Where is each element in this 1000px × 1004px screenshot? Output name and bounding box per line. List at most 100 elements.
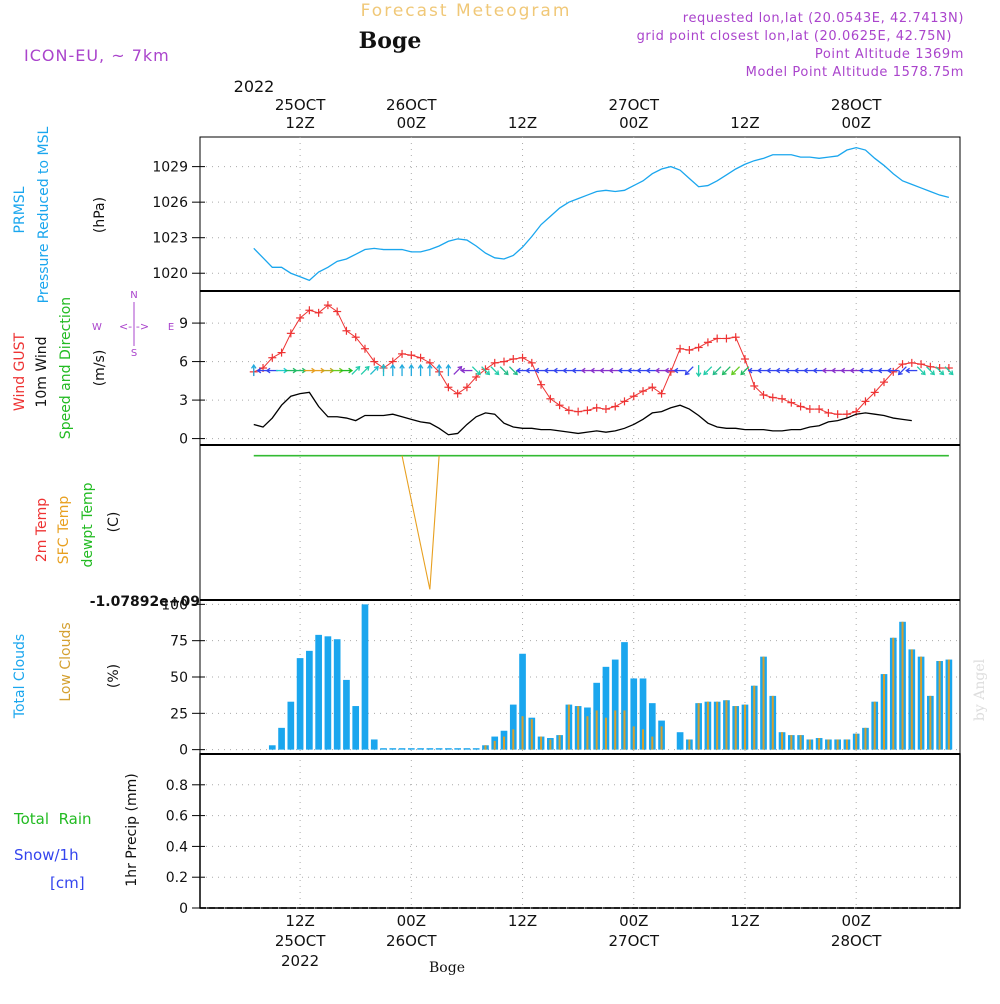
gust-point bbox=[398, 349, 407, 358]
y-tick-label: 1023 bbox=[152, 231, 188, 247]
low-clouds-bar bbox=[502, 736, 506, 750]
requested-coords: requested lon,lat (20.0543E, 42.7413N) bbox=[683, 11, 964, 26]
total-clouds-bar bbox=[380, 748, 387, 750]
gust-point bbox=[333, 307, 342, 316]
gust-point bbox=[648, 383, 657, 392]
low-clouds-bar bbox=[873, 701, 876, 750]
point-altitude: Point Altitude 1369m bbox=[815, 47, 964, 62]
low-clouds-bar bbox=[577, 706, 580, 750]
total-clouds-bar bbox=[639, 678, 647, 750]
gust-point bbox=[462, 383, 471, 392]
bottom-year-label: 2022 bbox=[281, 952, 319, 970]
low-clouds-bar bbox=[521, 716, 524, 750]
clouds-ylabel: Total Clouds Low Clouds (%) bbox=[12, 622, 122, 719]
wind-direction-arrow bbox=[265, 367, 278, 374]
wind-direction-arrow bbox=[340, 367, 354, 374]
compass-rose: N S W E <-|-> bbox=[92, 290, 174, 359]
precip-unit: 1hr Precip (mm) bbox=[124, 773, 140, 886]
total-clouds-bar bbox=[602, 666, 610, 750]
wind-series-line bbox=[253, 391, 912, 436]
wind-direction-arrow bbox=[935, 366, 945, 376]
gust-point bbox=[750, 381, 759, 390]
snow-unit: [cm] bbox=[50, 874, 85, 892]
wind-label: 10m Wind bbox=[34, 336, 50, 407]
low-clouds-bar bbox=[697, 703, 700, 750]
wind-direction-arrow bbox=[886, 367, 899, 374]
t2m-label: 2m Temp bbox=[34, 498, 50, 562]
pressure-series-line bbox=[253, 146, 950, 282]
low-clouds-bar bbox=[642, 729, 645, 750]
wind-direction-arrow bbox=[695, 365, 702, 378]
total-clouds-bar bbox=[361, 604, 369, 750]
gust-point bbox=[722, 334, 731, 343]
wind-direction-arrow bbox=[944, 366, 954, 376]
y-tick-label: 0.8 bbox=[166, 778, 188, 794]
wind-direction-arrow bbox=[490, 366, 500, 376]
bottom-date-label: 28OCT bbox=[831, 932, 882, 950]
gust-point bbox=[314, 308, 323, 317]
wind-direction-arrow bbox=[427, 363, 433, 377]
gust-point bbox=[481, 365, 490, 374]
low-clouds-bar bbox=[530, 719, 533, 750]
low-clouds-bar bbox=[910, 649, 913, 750]
grid-point-coords: grid point closest lon,lat (20.0625E, 42… bbox=[637, 29, 952, 44]
watermark: by Angel bbox=[972, 658, 988, 721]
y-tick-label: 100 bbox=[161, 597, 188, 613]
wind-unit: (m/s) bbox=[92, 350, 108, 387]
y-tick-label: 1029 bbox=[152, 160, 188, 176]
gust-point bbox=[574, 407, 583, 416]
low-clouds-bar bbox=[632, 726, 635, 750]
bottom-date-label: 25OCT bbox=[275, 932, 326, 950]
low-clouds-bar bbox=[882, 674, 886, 750]
top-hour-label: 00Z bbox=[842, 114, 871, 132]
y-tick-label: 6 bbox=[179, 355, 188, 371]
temp-unit: (C) bbox=[106, 512, 122, 533]
gust-point bbox=[277, 348, 286, 357]
total-clouds-bar bbox=[389, 748, 397, 750]
panel-precipitation: 0 0.2 0.4 0.6 0.8 bbox=[166, 753, 961, 917]
y-tick-label: 1020 bbox=[152, 266, 188, 282]
gust-point bbox=[824, 408, 833, 417]
gust-point bbox=[861, 397, 870, 406]
low-clouds-bar bbox=[753, 685, 756, 750]
wind-direction-arrow bbox=[436, 363, 442, 377]
location-title: Boge bbox=[359, 28, 422, 54]
wind-direction-arrow bbox=[499, 366, 509, 376]
pressure-unit: (hPa) bbox=[92, 197, 108, 233]
compass-north: N bbox=[130, 290, 137, 301]
gust-point bbox=[833, 410, 842, 419]
total-clouds-bar bbox=[417, 748, 424, 750]
gust-point bbox=[787, 398, 796, 407]
wind-direction-arrow bbox=[684, 366, 694, 376]
low-clouds-bar bbox=[604, 717, 607, 750]
gust-point bbox=[360, 344, 369, 353]
compass-east: E bbox=[168, 322, 174, 333]
precip-ylabel: Total Rain Snow/1h [cm] 1hr Precip (mm) bbox=[13, 773, 140, 892]
wind-direction-arrow bbox=[905, 367, 918, 374]
gust-point bbox=[676, 344, 685, 353]
wind-direction-arrow bbox=[380, 363, 387, 377]
pressure-label-line2: Pressure Reduced to MSL bbox=[36, 126, 52, 303]
model-altitude: Model Point Altitude 1578.75m bbox=[746, 65, 964, 80]
wind-direction-arrow bbox=[740, 366, 750, 376]
total-clouds-bar bbox=[630, 678, 638, 750]
panel-temperature bbox=[199, 444, 961, 601]
total-clouds-bar bbox=[296, 658, 304, 750]
wind-direction-arrow bbox=[721, 366, 731, 376]
low-clouds-bar bbox=[818, 738, 821, 750]
low-clouds-bar bbox=[725, 700, 728, 750]
low-clouds-bar bbox=[771, 695, 774, 750]
bottom-date-label: 26OCT bbox=[386, 932, 437, 950]
gust-point bbox=[453, 389, 462, 398]
total-clouds-bar bbox=[268, 745, 276, 750]
low-clouds-bar bbox=[549, 739, 552, 750]
y-tick-label: 0 bbox=[179, 901, 188, 917]
gust-point bbox=[592, 403, 601, 412]
wind-direction-arrow bbox=[250, 363, 257, 377]
y-tick-label: 9 bbox=[179, 316, 188, 332]
gust-point bbox=[416, 353, 425, 362]
wind-direction-arrow bbox=[703, 366, 713, 376]
low-clouds-bar bbox=[614, 710, 617, 750]
gust-point bbox=[907, 358, 916, 367]
total-clouds-bar bbox=[648, 703, 656, 750]
